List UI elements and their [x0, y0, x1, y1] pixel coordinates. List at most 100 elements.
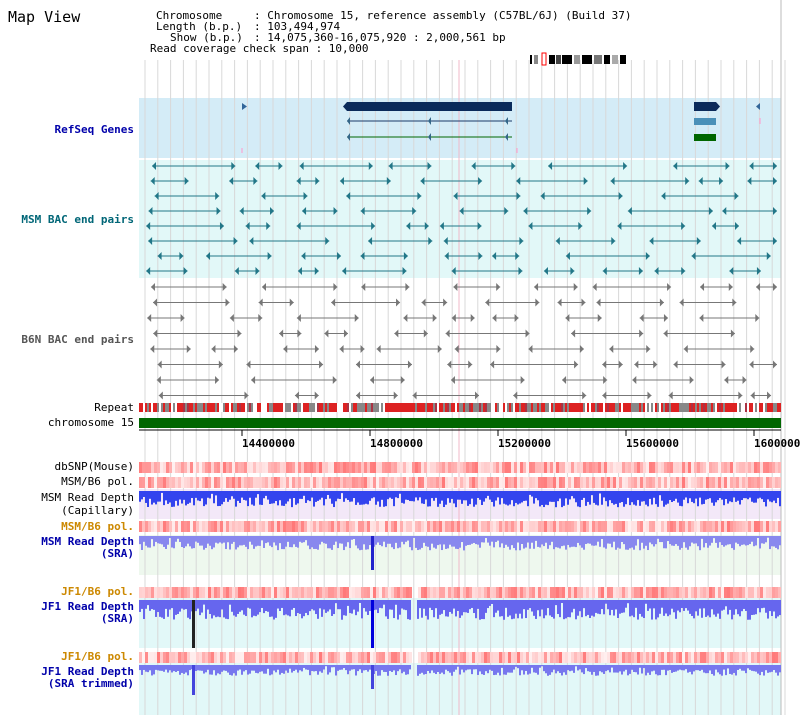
repeat-segment — [347, 403, 349, 412]
heat-cell — [727, 477, 730, 488]
depth-bar — [483, 665, 485, 675]
depth-bar — [211, 600, 213, 619]
heat-cell — [214, 521, 217, 532]
depth-bar — [205, 665, 207, 673]
depth-bar — [207, 665, 209, 670]
heat-cell — [562, 477, 565, 488]
depth-bar — [581, 491, 583, 500]
repeat-segment — [163, 403, 165, 412]
depth-bar — [539, 665, 541, 668]
depth-bar — [721, 665, 723, 676]
bac-end-marker — [158, 391, 163, 400]
heat-cell — [742, 587, 745, 598]
repeat-segment — [579, 403, 581, 412]
heat-cell — [739, 521, 742, 532]
depth-bar — [249, 600, 251, 609]
depth-bar — [759, 665, 761, 676]
heat-cell — [199, 477, 202, 488]
refseq-label[interactable]: RefSeq Genes — [54, 123, 134, 136]
repeat-segment — [747, 403, 749, 412]
depth-bar — [537, 536, 539, 547]
depth-bar — [147, 536, 149, 548]
depth-bar — [369, 536, 371, 546]
heat-cell — [577, 521, 580, 532]
repeat-segment — [337, 403, 339, 412]
bac-end-marker — [400, 376, 405, 384]
heat-cell — [751, 477, 754, 488]
depth-bar — [217, 536, 219, 544]
depth-bar — [409, 600, 411, 620]
depth-bar — [171, 665, 173, 673]
heat-cell — [679, 652, 682, 663]
depth-bar — [349, 600, 351, 614]
heat-cell — [175, 477, 178, 488]
heat-cell — [565, 462, 568, 473]
repeat-segment — [169, 403, 171, 412]
heat-cell — [484, 587, 487, 598]
bac-end-marker — [468, 360, 473, 369]
depth-bar — [671, 665, 673, 673]
depth-bar — [681, 536, 683, 548]
msm-bac-label[interactable]: MSM BAC end pairs — [21, 213, 134, 226]
depth-bar — [267, 536, 269, 543]
heat-cell — [319, 477, 322, 488]
depth-bar — [189, 600, 191, 620]
bac-end-marker — [407, 360, 412, 369]
heat-cell — [301, 462, 304, 473]
heat-cell — [346, 477, 349, 488]
depth-bar — [251, 536, 253, 545]
repeat-segment — [535, 403, 537, 412]
depth-bar — [493, 665, 495, 676]
depth-bar — [365, 491, 367, 504]
depth-bar — [443, 536, 445, 545]
heat-cell — [160, 462, 163, 473]
depth-bar — [421, 665, 423, 673]
depth-bar — [465, 536, 467, 546]
heat-cell — [175, 521, 178, 532]
heat-cell — [742, 652, 745, 663]
depth-bar — [267, 665, 269, 669]
depth-bar — [167, 491, 169, 504]
depth-bar — [645, 536, 647, 546]
heat-cell — [193, 587, 196, 598]
depth-bar — [515, 600, 517, 614]
depth-bar — [145, 536, 147, 546]
heat-cell — [160, 652, 163, 663]
heat-cell — [751, 462, 754, 473]
bac-end-marker — [755, 314, 760, 322]
depth-bar — [443, 491, 445, 508]
heat-cell — [565, 652, 568, 663]
depth-bar — [145, 491, 147, 503]
heat-cell — [343, 521, 346, 532]
depth-bar — [281, 665, 283, 673]
heat-cell — [454, 521, 457, 532]
heat-cell — [211, 521, 214, 532]
repeat-segment — [215, 403, 217, 412]
bac-end-marker — [314, 345, 319, 353]
bac-end-marker — [773, 360, 777, 369]
heat-cell — [379, 521, 382, 532]
depth-bar — [299, 536, 301, 542]
repeat-segment — [459, 403, 461, 412]
repeat-segment — [765, 403, 767, 412]
b6n-bac-label[interactable]: B6N BAC end pairs — [21, 333, 134, 346]
heat-cell — [646, 462, 649, 473]
depth-bar — [589, 491, 591, 505]
depth-bar — [645, 491, 647, 505]
heat-cell — [490, 521, 493, 532]
depth-bar — [237, 600, 239, 614]
depth-bar — [145, 600, 147, 609]
heat-cell — [301, 587, 304, 598]
heat-cell — [565, 521, 568, 532]
depth-bar — [709, 491, 711, 499]
depth-bar — [647, 600, 649, 611]
depth-bar — [223, 536, 225, 543]
depth-bar — [425, 536, 427, 547]
heat-cell — [388, 652, 391, 663]
jf1-trimmed-label: JF1 Read Depth — [41, 665, 134, 678]
depth-bar — [301, 600, 303, 619]
map-view-title: Map View — [8, 8, 81, 26]
repeat-segment — [365, 403, 367, 412]
depth-bar — [501, 665, 503, 668]
